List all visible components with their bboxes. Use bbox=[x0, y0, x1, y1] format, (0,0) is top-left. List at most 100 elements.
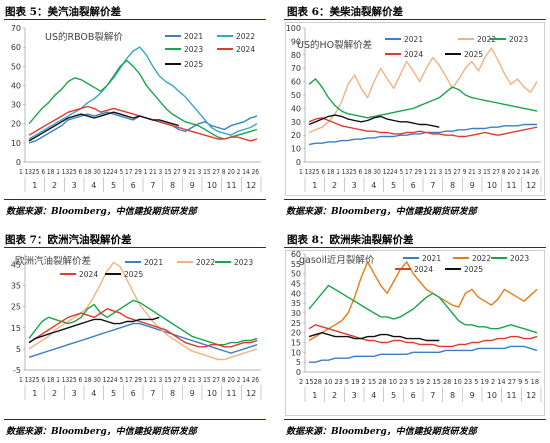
month-label: 6 bbox=[131, 389, 136, 398]
month-label: 5 bbox=[391, 391, 396, 400]
y-tick-label: 35 bbox=[11, 282, 21, 291]
legend-label-2025: 2025 bbox=[124, 270, 143, 279]
month-label: 11 bbox=[226, 181, 236, 190]
month-label: 3 bbox=[72, 181, 77, 190]
y-tick-label: 60 bbox=[11, 43, 21, 52]
x-tick-labels-dates: 1 1325 6 18 1 1325 6 18 30 1224 5 17 29 … bbox=[299, 167, 539, 176]
y-tick-label: 5 bbox=[16, 345, 21, 354]
chart-title: gasoil近月裂解价 bbox=[299, 254, 375, 266]
month-label: 6 bbox=[411, 391, 416, 400]
figure-5-source-rule bbox=[4, 199, 266, 200]
series-line-2024 bbox=[308, 117, 538, 138]
month-label: 4 bbox=[91, 181, 96, 190]
legend-label-2023: 2023 bbox=[184, 45, 203, 54]
y-tick-label: 15 bbox=[291, 339, 301, 348]
month-label: 12 bbox=[246, 181, 256, 190]
series-line-2022 bbox=[28, 261, 258, 361]
legend-label-2022: 2022 bbox=[236, 32, 255, 41]
month-label: 8 bbox=[170, 181, 175, 190]
y-tick-label: 10 bbox=[291, 145, 301, 154]
month-label: 9 bbox=[190, 181, 195, 190]
legend-label-2024: 2024 bbox=[414, 265, 433, 274]
y-tick-label: 50 bbox=[291, 270, 301, 279]
series-line-2024 bbox=[308, 324, 538, 348]
legend-label-2024: 2024 bbox=[79, 270, 98, 279]
series-line-2025 bbox=[308, 114, 440, 128]
figure-5-source: 数据来源：Bloomberg，中信建投期货研发部 bbox=[6, 207, 197, 217]
figure-5-caption: 图表 5：美汽油裂解价差 bbox=[5, 6, 121, 18]
legend-label-2021: 2021 bbox=[404, 35, 423, 44]
y-tick-label: 35 bbox=[291, 299, 301, 308]
figure-6-source: 数据来源：Bloomberg，中信建投期货研发部 bbox=[286, 207, 477, 217]
figure-6-source-rule bbox=[284, 199, 546, 200]
chart-border bbox=[285, 250, 545, 416]
series-line-2023 bbox=[28, 59, 258, 140]
y-tick-label: 40 bbox=[291, 104, 301, 113]
legend-label-2023: 2023 bbox=[510, 254, 529, 263]
y-tick-label: -5 bbox=[13, 366, 21, 375]
month-label: 4 bbox=[371, 391, 376, 400]
month-label: 7 bbox=[430, 391, 435, 400]
y-tick-label: 10 bbox=[11, 139, 21, 148]
month-label: 1 bbox=[312, 391, 317, 400]
month-label: 5 bbox=[391, 181, 396, 190]
y-tick-label: 20 bbox=[291, 131, 301, 140]
month-label: 11 bbox=[506, 181, 516, 190]
y-tick-label: 50 bbox=[291, 91, 301, 100]
month-label: 12 bbox=[526, 181, 536, 190]
month-label: 1 bbox=[32, 389, 37, 398]
chart-title: US的HO裂解价差 bbox=[297, 39, 372, 51]
y-tick-label: 0 bbox=[296, 158, 301, 167]
month-label: 3 bbox=[72, 389, 77, 398]
y-tick-label: 70 bbox=[291, 64, 301, 73]
legend-label-2025: 2025 bbox=[464, 50, 483, 59]
y-tick-label: 40 bbox=[291, 289, 301, 298]
month-label: 2 bbox=[332, 181, 337, 190]
y-tick-label: 70 bbox=[11, 24, 21, 33]
y-tick-label: 15 bbox=[11, 324, 21, 333]
figure-8-source-rule bbox=[284, 419, 546, 420]
series-line-2022 bbox=[28, 46, 258, 140]
figure-7-chart: -5 5 15 25 35 45 1 1325 6 18 1 1325 6 18 30 12… bbox=[5, 250, 265, 416]
chart-svg: 0 10 20 30 40 50 60 70 1 1325 6 18 1 1325 6 18 3… bbox=[11, 24, 262, 192]
month-label: 2 bbox=[52, 181, 57, 190]
y-tick-label: 50 bbox=[11, 62, 21, 71]
figure-8-title-rule bbox=[284, 247, 546, 248]
series-line-2022 bbox=[308, 47, 538, 134]
y-tick-label: 30 bbox=[11, 101, 21, 110]
y-tick-label: 30 bbox=[291, 309, 301, 318]
y-tick-label: 55 bbox=[291, 260, 301, 269]
y-tick-label: 45 bbox=[11, 261, 21, 270]
x-tick-labels-dates: 2 1528 10 23 5 19 2 15 28 10 23 5 19 2 1… bbox=[299, 377, 539, 386]
figure-6-title-rule bbox=[284, 19, 546, 20]
figure-8-caption: 图表 8：欧洲柴油裂解价差 bbox=[287, 234, 414, 246]
series-line-2021 bbox=[28, 322, 258, 358]
figure-8-source: 数据来源：Bloomberg，中信建投期货研发部 bbox=[286, 427, 477, 437]
legend-label-2023: 2023 bbox=[509, 35, 528, 44]
month-label: 8 bbox=[450, 391, 455, 400]
y-tick-label: 45 bbox=[291, 280, 301, 289]
month-label: 11 bbox=[226, 389, 236, 398]
figure-7-source-rule bbox=[4, 419, 266, 420]
legend-label-2024: 2024 bbox=[404, 50, 423, 59]
figure-7-caption: 图表 7：欧洲汽油裂解价差 bbox=[5, 234, 132, 246]
x-tick-labels-dates: 1 1325 6 18 1 1325 6 18 30 1224 5 17 29 … bbox=[19, 375, 259, 384]
legend-label-2021: 2021 bbox=[184, 32, 203, 41]
month-label: 1 bbox=[312, 181, 317, 190]
chart-title: 欧洲汽油裂解价差 bbox=[15, 255, 91, 267]
month-label: 8 bbox=[450, 181, 455, 190]
legend-label-2023: 2023 bbox=[234, 258, 253, 267]
series-line-2025 bbox=[308, 331, 440, 342]
figure-7-source: 数据来源：Bloomberg，中信建投期货研发部 bbox=[6, 427, 197, 437]
series-line-2025 bbox=[28, 111, 179, 142]
legend-label-2021: 2021 bbox=[422, 254, 441, 263]
y-tick-label: 30 bbox=[291, 118, 301, 127]
y-tick-label: 0 bbox=[16, 158, 21, 167]
month-label: 7 bbox=[430, 181, 435, 190]
figure-5-title-rule bbox=[4, 19, 266, 20]
legend-label-2022: 2022 bbox=[472, 254, 491, 263]
y-tick-label: 60 bbox=[291, 78, 301, 87]
month-label: 2 bbox=[332, 391, 337, 400]
